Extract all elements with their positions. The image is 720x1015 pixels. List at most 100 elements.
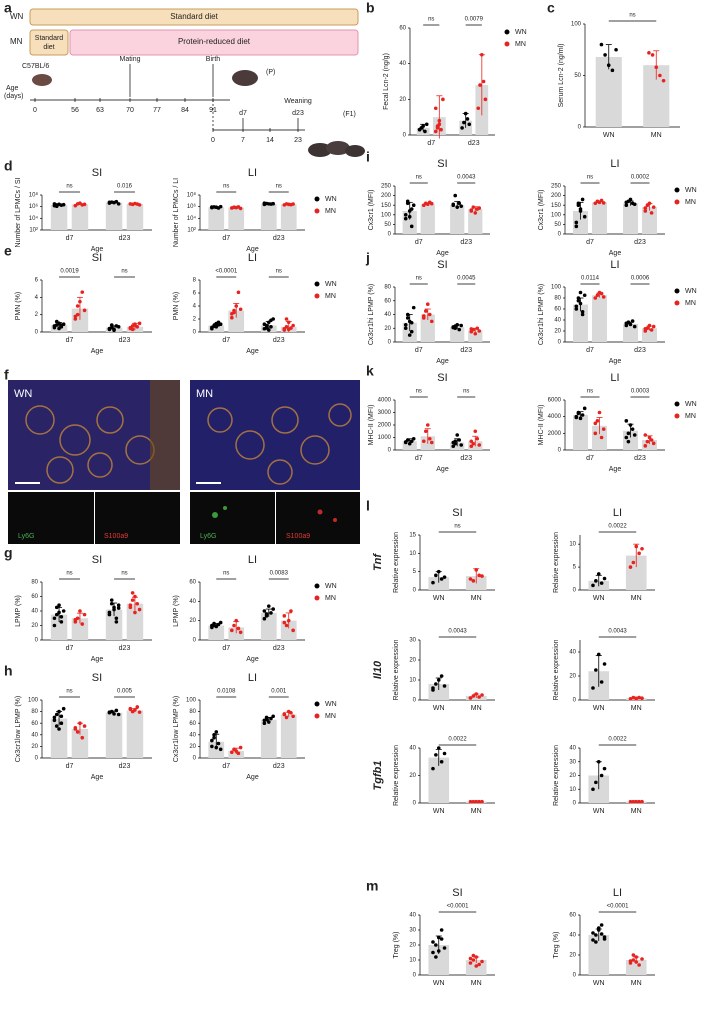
y-tick-label: 10²	[29, 228, 38, 234]
y-axis-label: Cx3cr1hi LPMP (%)	[538, 284, 545, 345]
data-point	[442, 751, 447, 756]
data-point	[453, 324, 458, 328]
data-point	[481, 79, 486, 84]
bar	[228, 310, 245, 332]
data-point	[661, 78, 666, 83]
data-point	[429, 201, 434, 206]
p-value: ns	[223, 184, 229, 190]
y-tick-label: 100	[551, 285, 562, 291]
data-point	[647, 323, 652, 328]
data-point	[471, 958, 476, 962]
data-point	[469, 439, 474, 444]
y-tick-label: 10⁸	[29, 192, 39, 199]
data-point	[632, 324, 637, 329]
tissue	[150, 380, 180, 490]
y-tick-label: 20	[409, 943, 416, 949]
legend-label: WN	[685, 401, 697, 408]
y-axis-label: LPMP (%)	[173, 595, 180, 627]
data-point	[282, 620, 287, 625]
p-value: ns	[121, 269, 127, 275]
data-point	[212, 623, 216, 628]
x-tick-label: d7	[66, 235, 74, 242]
bar	[428, 577, 450, 590]
p-value: ns	[454, 524, 460, 530]
data-point	[462, 120, 466, 125]
data-point	[606, 63, 611, 67]
data-point	[630, 427, 635, 431]
diet-bar	[69, 29, 359, 56]
data-point	[643, 327, 648, 331]
data-point	[264, 612, 269, 616]
y-tick-label: 0	[388, 340, 392, 346]
legend-label: WN	[325, 583, 337, 590]
data-point	[594, 933, 598, 937]
y-axis-label: Relative expression	[553, 639, 560, 700]
y-tick-label: 30	[409, 928, 416, 934]
p-value: ns	[587, 175, 593, 181]
x-tick-label: WN	[603, 132, 615, 139]
chart-title: LI	[613, 887, 622, 899]
data-point	[73, 617, 78, 622]
data-point	[594, 780, 598, 785]
x-tick-label: WN	[433, 980, 445, 987]
y-tick-label: 20	[409, 658, 416, 664]
data-point	[137, 203, 142, 207]
data-point	[439, 928, 444, 932]
panel-letter: i	[366, 149, 370, 165]
data-point	[637, 799, 641, 804]
chart-title: SI	[437, 259, 447, 271]
data-point	[52, 623, 57, 628]
data-point	[632, 433, 637, 437]
data-point	[471, 579, 476, 583]
data-point	[631, 953, 636, 957]
data-point	[116, 202, 121, 206]
data-point	[599, 932, 604, 936]
data-point	[596, 652, 601, 657]
y-tick-label: 40	[569, 650, 576, 656]
data-point	[576, 201, 581, 206]
y-tick-label: 60	[189, 580, 196, 586]
data-point	[582, 406, 587, 411]
data-point	[114, 708, 119, 713]
legend-marker	[314, 281, 320, 287]
y-tick-label: 20	[569, 953, 576, 959]
data-point	[631, 695, 636, 700]
data-point	[431, 580, 435, 585]
chart-title: SI	[92, 554, 102, 566]
x-tick-label: d23	[634, 239, 646, 246]
data-point	[407, 214, 412, 219]
y-tick-label: 40	[31, 609, 38, 615]
p-value: ns	[416, 175, 422, 181]
x-axis-label: Age	[246, 656, 259, 663]
data-point	[632, 202, 637, 207]
y-tick-label: 0	[558, 448, 562, 454]
y-tick-label: 60	[31, 594, 38, 600]
data-point	[133, 610, 137, 615]
data-point	[576, 411, 581, 416]
data-point	[284, 623, 289, 628]
y-tick-label: 10⁶	[29, 203, 39, 210]
y-tick-label: 0	[193, 756, 197, 762]
y-tick-label: 60	[384, 298, 391, 304]
data-point	[614, 47, 618, 52]
data-point	[112, 327, 116, 332]
data-point	[73, 314, 78, 319]
y-tick-label: 0	[413, 698, 417, 704]
p-value: 0.0002	[631, 175, 650, 181]
data-point	[271, 714, 275, 719]
bar	[208, 325, 225, 332]
data-point	[262, 616, 267, 621]
y-tick-label: 50	[384, 222, 391, 228]
data-point	[232, 623, 236, 628]
data-point	[442, 575, 447, 579]
legend-marker	[674, 300, 680, 306]
data-point	[651, 205, 656, 209]
p-value: ns	[428, 17, 434, 23]
y-tick-label: 20	[189, 744, 196, 750]
y-tick-label: 6	[35, 278, 39, 284]
legend-marker	[674, 401, 680, 407]
data-point	[475, 436, 480, 441]
data-point	[596, 572, 601, 576]
y-tick-label: 0	[558, 232, 562, 238]
x-tick-label: d7	[415, 347, 423, 354]
